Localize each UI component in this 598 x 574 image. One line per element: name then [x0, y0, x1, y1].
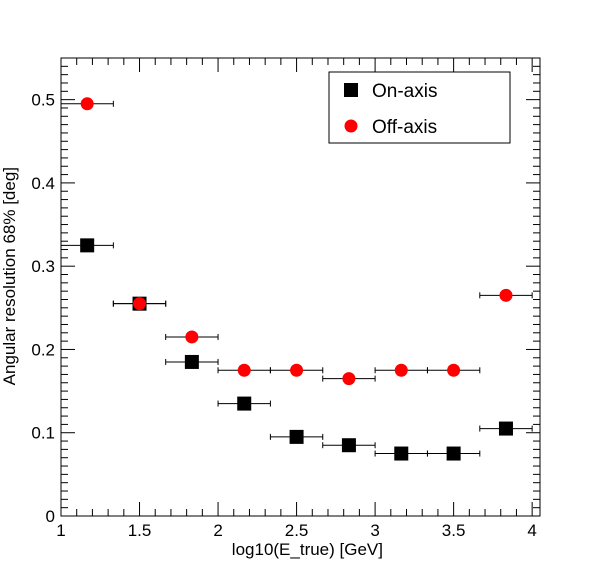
- off-axis-point: [342, 372, 356, 386]
- y-tick-label: 0.5: [31, 91, 55, 110]
- off-axis-point: [499, 288, 513, 302]
- y-tick-label: 0.1: [31, 424, 55, 443]
- y-tick-label: 0.4: [31, 174, 55, 193]
- x-tick-label: 1: [56, 521, 65, 540]
- legend-label: Off-axis: [372, 117, 437, 138]
- x-tick-label: 4: [527, 521, 536, 540]
- x-tick-label: 2.5: [285, 521, 309, 540]
- y-axis: 0 0.1 0.2 0.3 0.4 0.5: [31, 57, 540, 526]
- y-tick-label: 0.3: [31, 257, 55, 276]
- x-tick-label: 3.5: [442, 521, 466, 540]
- on-axis-point: [498, 421, 513, 436]
- on-axis-point: [394, 446, 409, 461]
- off-axis-point: [447, 363, 461, 377]
- off-axis-point: [80, 97, 94, 111]
- off-axis-point: [185, 330, 199, 344]
- off-axis-point: [394, 363, 408, 377]
- legend-on-axis-marker: [344, 83, 358, 97]
- off-axis-point: [133, 297, 147, 311]
- legend-label: On-axis: [372, 81, 437, 102]
- x-tick-label: 3: [370, 521, 379, 540]
- on-axis-point: [237, 396, 252, 411]
- y-tick-label: 0: [46, 507, 55, 526]
- x-tick-label: 2: [213, 521, 222, 540]
- plot-border: [60, 57, 541, 517]
- on-axis-point: [80, 238, 95, 253]
- plot-frame: [60, 57, 541, 517]
- on-axis-point: [341, 438, 356, 453]
- legend-box: [328, 71, 511, 144]
- on-axis-point: [446, 446, 461, 461]
- y-axis-title: Angular resolution 68% [deg]: [0, 167, 19, 385]
- error-bars: [60, 100, 533, 457]
- x-axis: 1 1.5 2 2.5 3 3.5 4: [56, 58, 537, 540]
- x-tick-label: 1.5: [128, 521, 152, 540]
- legend: On-axis Off-axis: [328, 71, 511, 144]
- on-axis-point: [184, 354, 199, 369]
- off-axis-point: [237, 363, 251, 377]
- y-tick-label: 0.2: [31, 340, 55, 359]
- on-axis-point: [289, 429, 304, 444]
- off-axis-point: [290, 363, 304, 377]
- x-axis-title: log10(E_true) [GeV]: [232, 540, 383, 559]
- data-points: [80, 97, 513, 461]
- legend-off-axis-marker: [344, 119, 358, 133]
